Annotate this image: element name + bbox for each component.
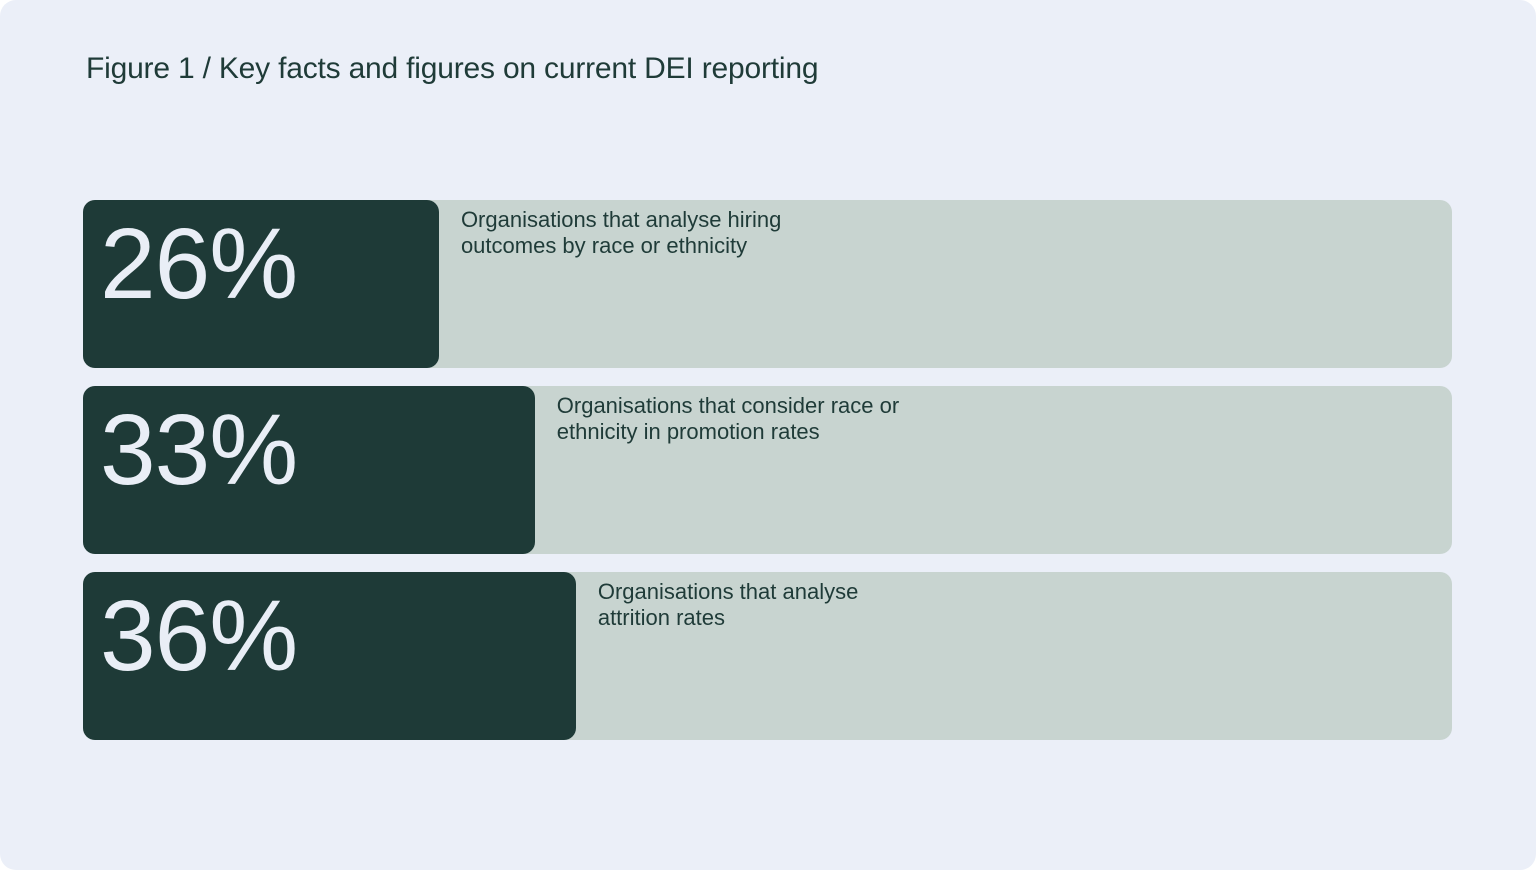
- bar-fill-attrition-rates: 36%: [83, 572, 576, 740]
- bar-label-promotion-rates: Organisations that consider race or ethn…: [556, 393, 900, 444]
- bar-row-hiring-outcomes: 26% Organisations that analyse hiring ou…: [83, 200, 1452, 368]
- figure-title: Figure 1 / Key facts and figures on curr…: [86, 52, 819, 85]
- bar-label-attrition-rates: Organisations that analyse attrition rat…: [597, 579, 859, 630]
- bar-value-hiring-outcomes: 26%: [100, 208, 298, 320]
- bar-value-attrition-rates: 36%: [100, 580, 298, 692]
- bar-row-attrition-rates: 36% Organisations that analyse attrition…: [83, 572, 1452, 740]
- bar-chart: 26% Organisations that analyse hiring ou…: [83, 200, 1452, 740]
- bar-fill-promotion-rates: 33%: [83, 386, 535, 554]
- bar-label-hiring-outcomes: Organisations that analyse hiring outcom…: [460, 207, 782, 258]
- bar-fill-hiring-outcomes: 26%: [83, 200, 439, 368]
- bar-row-promotion-rates: 33% Organisations that consider race or …: [83, 386, 1452, 554]
- bar-value-promotion-rates: 33%: [100, 394, 298, 506]
